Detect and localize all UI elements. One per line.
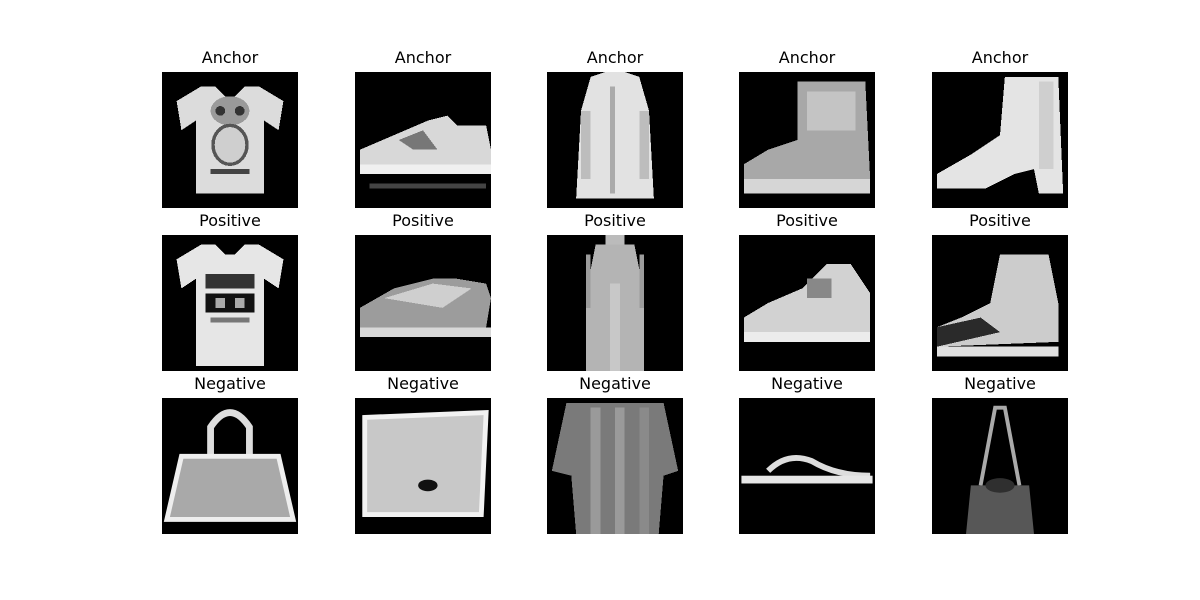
image-title: Positive	[776, 211, 838, 230]
image-title: Negative	[964, 374, 1036, 393]
image-bag	[932, 398, 1068, 534]
image-title: Positive	[199, 211, 261, 230]
image-title: Negative	[771, 374, 843, 393]
image-title: Positive	[584, 211, 646, 230]
image-title: Anchor	[586, 48, 644, 67]
image-title: Negative	[387, 374, 459, 393]
image-sneaker	[355, 72, 491, 208]
image-title: Anchor	[971, 48, 1029, 67]
image-title: Negative	[579, 374, 651, 393]
image-sandal	[739, 398, 875, 534]
image-bag	[162, 398, 298, 534]
image-dress	[547, 235, 683, 371]
image-boot	[739, 72, 875, 208]
image-title: Positive	[392, 211, 454, 230]
image-tshirt	[162, 235, 298, 371]
image-tshirt	[162, 72, 298, 208]
image-bag	[355, 398, 491, 534]
image-title: Anchor	[394, 48, 452, 67]
image-dress	[547, 398, 683, 534]
image-coat	[547, 72, 683, 208]
image-title: Positive	[969, 211, 1031, 230]
image-title: Negative	[194, 374, 266, 393]
image-title: Anchor	[201, 48, 259, 67]
image-boot	[932, 235, 1068, 371]
image-sneaker	[355, 235, 491, 371]
image-title: Anchor	[778, 48, 836, 67]
image-boot	[932, 72, 1068, 208]
image-sneaker	[739, 235, 875, 371]
